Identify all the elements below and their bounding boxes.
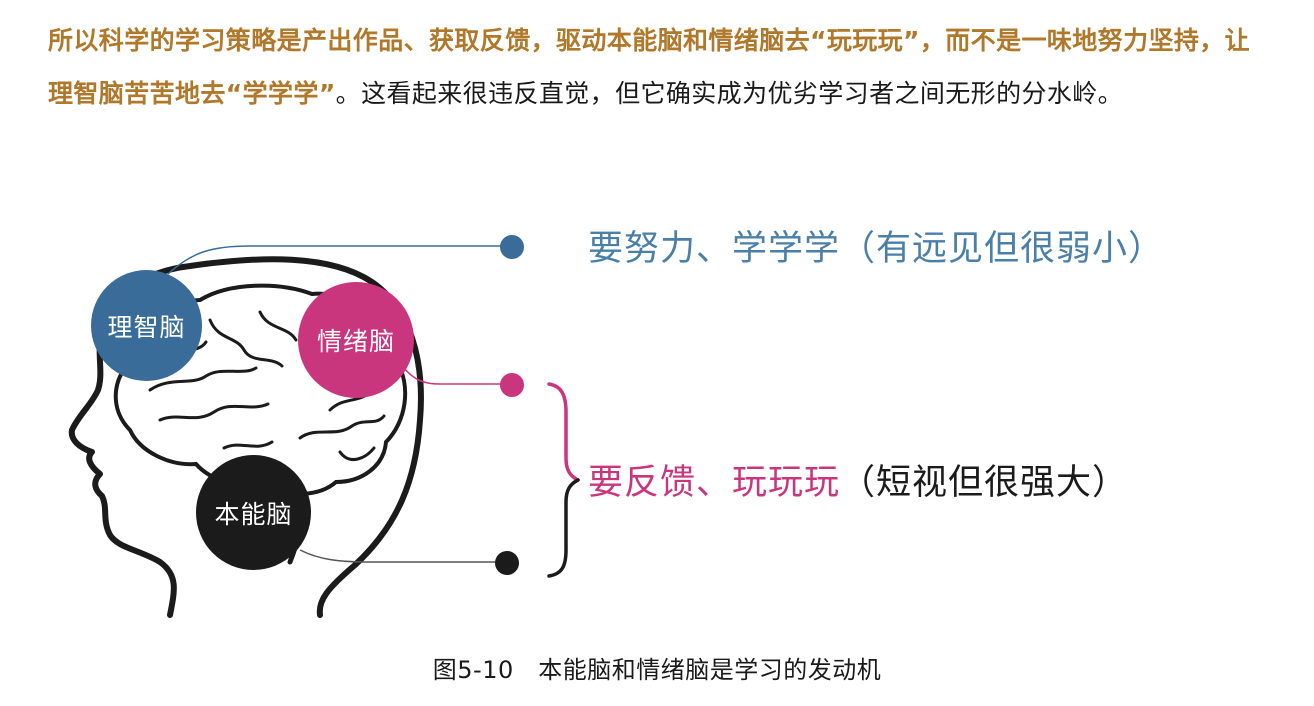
connector-emotional [403, 367, 510, 385]
dot-rational [500, 235, 524, 259]
brace-lower [547, 478, 580, 578]
bubble-rational-brain: 理智脑 [91, 270, 202, 381]
connector-rational [167, 245, 510, 275]
bubble-rational-label: 理智脑 [107, 312, 186, 342]
dot-emotional [500, 373, 524, 397]
paragraph-text: 。这看起来很违反直觉，但它确实成为优劣学习者之间无形的分水岭。 [335, 79, 1124, 108]
bubble-emotional-label: 情绪脑 [316, 327, 395, 356]
label-emotional-instinct: 要反馈、玩玩玩（短视但很强大） [588, 454, 1128, 505]
body-paragraph: 所以科学的学习策略是产出作品、获取反馈，驱动本能脑和情绪脑去“玩玩玩”，而不是一… [48, 14, 1273, 120]
label-bottom-rest: （短视但很强大） [840, 463, 1129, 503]
label-bottom-highlight: 要反馈、玩玩玩 [588, 463, 841, 503]
brace-upper [547, 382, 580, 482]
label-rational: 要努力、学学学（有远见但很弱小） [588, 229, 1165, 269]
brain-figure: 理智脑 情绪脑 本能脑 要努力、学学学（有远见但很弱小） 要反馈、玩玩玩（短视但… [0, 190, 1314, 630]
bubble-instinct-label: 本能脑 [214, 499, 293, 529]
head-outline [68, 256, 424, 618]
connector-instinct [299, 549, 505, 563]
figure-caption: 图5-10 本能脑和情绪脑是学习的发动机 [432, 656, 882, 684]
bubble-instinct-brain: 本能脑 [196, 455, 311, 570]
highlighted-text: 所以科学的学习策略是产出作品、获取反馈，驱动本能脑和情绪脑去“玩玩玩”，而不是一… [48, 26, 1251, 108]
dot-instinct [495, 551, 519, 575]
bubble-emotional-brain: 情绪脑 [298, 282, 414, 398]
